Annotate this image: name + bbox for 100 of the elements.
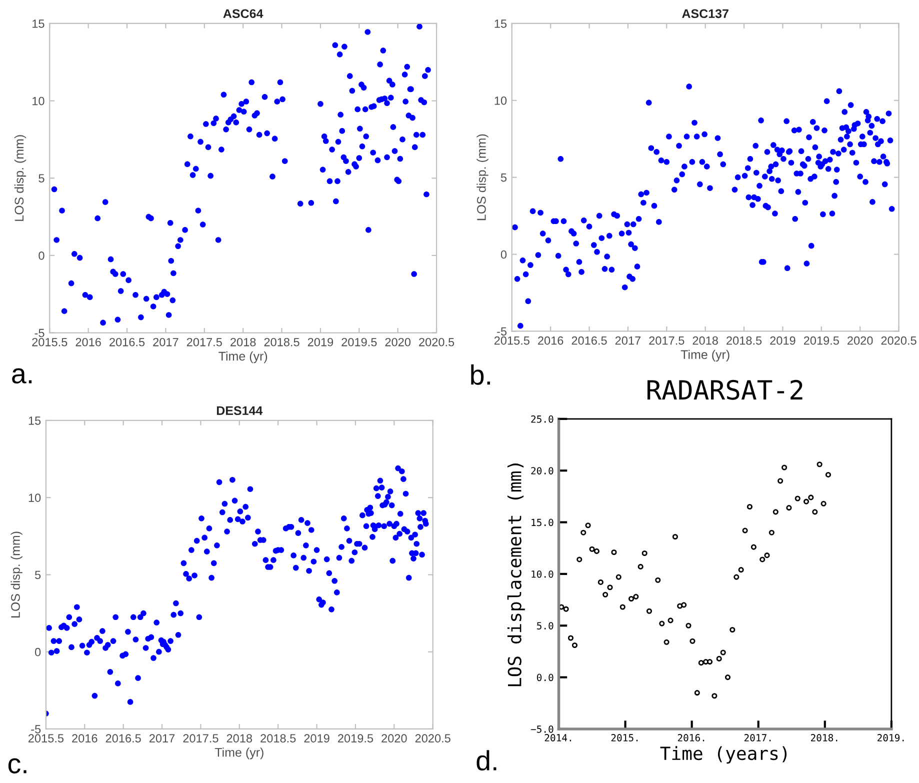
- x-tick-label: 2016.5: [572, 336, 607, 345]
- x-tick-label: 2020: [382, 734, 407, 743]
- x-tick-label: 2016.5: [106, 734, 141, 743]
- x-tick-label: 2020: [848, 336, 873, 345]
- point: [760, 556, 766, 562]
- chart-title: ASC64: [223, 9, 264, 18]
- y-tick-label: -5: [497, 327, 507, 336]
- point: [816, 462, 822, 468]
- point: [563, 606, 569, 612]
- x-tick-label: 2018: [230, 338, 256, 346]
- point: [611, 549, 617, 556]
- point: [633, 594, 639, 600]
- point: [677, 603, 683, 609]
- point: [620, 604, 626, 610]
- point: [720, 650, 726, 656]
- point: [794, 496, 800, 502]
- y-tick-label: −5.0: [530, 725, 554, 733]
- point: [690, 638, 696, 644]
- y-axis-title: LOS disp. (mm): [14, 135, 26, 221]
- x-axis-title: Time (yr): [214, 748, 264, 760]
- point: [686, 622, 692, 628]
- point: [638, 564, 644, 570]
- point: [808, 494, 814, 500]
- point: [772, 509, 778, 515]
- x-tick-label: 2019: [304, 734, 330, 743]
- x-tick-label: 2019: [770, 336, 796, 345]
- y-tick-label: 5.0: [537, 622, 554, 630]
- x-tick-label: 2018.: [810, 734, 838, 742]
- x-tick-label: 2014.: [544, 734, 572, 742]
- x-tick-label: 2020.5: [881, 336, 916, 345]
- x-tick-label: 2018.5: [726, 336, 762, 345]
- x-tick-label: 2016.: [678, 734, 704, 742]
- y-tick-label: 20.0: [531, 467, 554, 474]
- x-tick-label: 2018: [692, 336, 718, 345]
- y-tick-label: 0.0: [536, 674, 554, 682]
- y-tick-label: 5: [34, 570, 41, 580]
- x-tick-label: 2017: [149, 734, 175, 743]
- x-tick-label: 2017.5: [183, 734, 218, 743]
- point: [628, 596, 634, 602]
- chart-title: ASC137: [682, 9, 728, 18]
- point: [594, 548, 600, 554]
- y-tick-label: 10: [494, 96, 507, 105]
- y-axis-title: LOS disp. (mm): [10, 532, 22, 618]
- point: [616, 574, 622, 580]
- point: [642, 550, 648, 556]
- x-tick-label: 2016: [76, 338, 101, 346]
- x-tick-label: 2015.5: [494, 336, 530, 345]
- point: [782, 464, 788, 470]
- point: [746, 504, 752, 510]
- point: [598, 579, 604, 585]
- y-tick-label: 25.0: [531, 415, 554, 423]
- point: [607, 584, 613, 590]
- point: [589, 546, 595, 552]
- point: [734, 574, 740, 580]
- point: [602, 592, 608, 598]
- x-axis-title: Time (yr): [680, 350, 730, 362]
- y-tick-label: 15: [494, 20, 507, 28]
- y-tick-label: 10: [32, 96, 44, 106]
- x-tick-label: 2016: [538, 336, 564, 345]
- x-tick-label: 2020: [385, 338, 411, 346]
- point: [585, 522, 591, 528]
- x-tick-label: 2019.5: [338, 734, 374, 743]
- point: [812, 509, 818, 515]
- chart-title: DES144: [216, 406, 263, 416]
- x-axis-title: Time (yr): [218, 351, 268, 364]
- y-tick-label: -5: [31, 725, 41, 734]
- point: [786, 505, 792, 511]
- text: b.: [471, 364, 490, 385]
- x-tick-label: 2017: [153, 338, 178, 346]
- point: [764, 552, 770, 558]
- point: [738, 567, 744, 573]
- point: [668, 618, 674, 624]
- point: [576, 556, 582, 562]
- point: [681, 602, 687, 608]
- point: [803, 498, 810, 504]
- point: [655, 577, 661, 583]
- point: [664, 639, 670, 645]
- y-axis-title: LOS disp. (mm): [476, 134, 488, 220]
- point: [572, 642, 578, 648]
- y-tick-label: 5: [500, 174, 507, 182]
- y-tick-label: 0: [34, 648, 41, 656]
- y-tick-label: 5: [38, 174, 44, 183]
- x-tick-label: 2017.5: [186, 338, 222, 346]
- y-tick-label: 0: [38, 251, 44, 260]
- text: a.: [12, 368, 32, 384]
- x-tick-label: 2018.5: [260, 734, 296, 743]
- point: [750, 544, 756, 550]
- point: [672, 534, 678, 540]
- x-tick-label: 2016.5: [110, 338, 145, 346]
- x-tick-label: 2020.5: [415, 734, 450, 743]
- x-tick-label: 2017: [615, 336, 640, 345]
- x-tick-label: 2020.5: [419, 338, 454, 346]
- chart-title: RADARSAT-2: [648, 380, 802, 400]
- x-tick-label: 2019.: [878, 734, 904, 742]
- point: [742, 528, 748, 534]
- x-tick-label: 2017.5: [649, 336, 684, 345]
- x-tick-label: 2016: [72, 734, 98, 743]
- x-tick-label: 2018.5: [264, 338, 300, 346]
- y-tick-label: 0: [500, 250, 507, 259]
- point: [712, 693, 718, 699]
